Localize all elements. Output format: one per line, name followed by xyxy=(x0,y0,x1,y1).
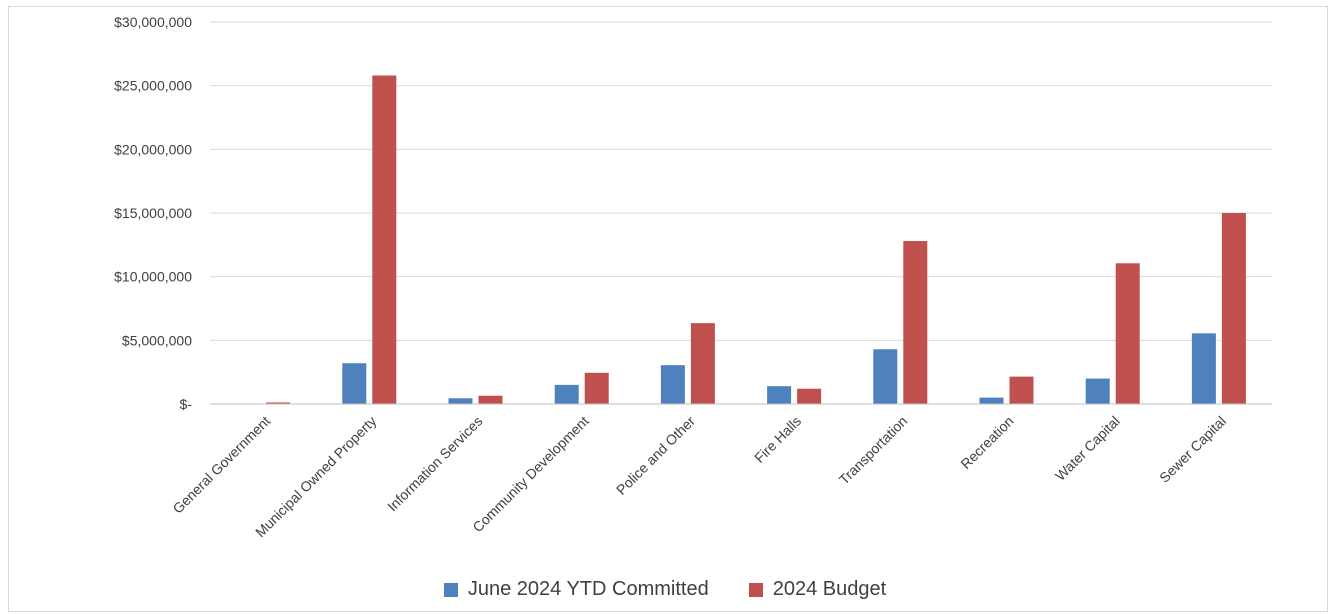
legend-label-budget: 2024 Budget xyxy=(772,578,887,600)
y-tick-label: $5,000,000 xyxy=(122,332,192,348)
bar-budget xyxy=(266,402,291,404)
bar-budget xyxy=(903,241,928,404)
x-tick-label: Municipal Owned Property xyxy=(252,413,379,540)
x-tick-label: Fire Halls xyxy=(751,413,804,466)
x-tick-label: Information Services xyxy=(384,413,486,515)
x-tick-label: Community Development xyxy=(469,413,592,536)
bar-budget xyxy=(372,75,397,404)
y-tick-label: $20,000,000 xyxy=(114,141,192,157)
legend-label-committed: June 2024 YTD Committed xyxy=(467,578,709,600)
legend-item-budget: 2024 Budget xyxy=(748,578,887,601)
gridlines xyxy=(210,21,1272,405)
bar-budget xyxy=(1115,263,1140,404)
y-tick-label: $15,000,000 xyxy=(114,205,192,221)
bar-committed xyxy=(448,398,473,404)
bar-budget xyxy=(797,388,822,404)
bar-budget xyxy=(1009,376,1034,404)
x-tick-label: General Government xyxy=(169,413,273,517)
legend: June 2024 YTD Committed 2024 Budget xyxy=(0,578,1330,601)
y-tick-label: $25,000,000 xyxy=(114,78,192,94)
bar-committed xyxy=(554,384,579,404)
bar-committed xyxy=(979,397,1004,404)
bar-budget xyxy=(478,395,503,404)
x-tick-label: Recreation xyxy=(957,413,1016,472)
x-tick-label: Water Capital xyxy=(1052,413,1123,484)
bar-committed xyxy=(1191,333,1216,404)
y-axis: $- $5,000,000 $10,000,000 $15,000,000 $20,00… xyxy=(114,14,192,412)
chart-frame xyxy=(8,6,1328,612)
bar-committed xyxy=(660,365,685,404)
bar-committed xyxy=(1085,378,1110,404)
x-tick-label: Police and Other xyxy=(613,413,698,498)
legend-item-committed: June 2024 YTD Committed xyxy=(443,578,709,601)
bars xyxy=(266,75,1246,404)
bar-budget xyxy=(584,372,609,404)
y-tick-label: $10,000,000 xyxy=(114,269,192,285)
x-tick-label: Transportation xyxy=(836,413,911,488)
bar-budget xyxy=(1221,213,1246,404)
legend-swatch-committed xyxy=(443,582,458,597)
x-tick-label: Sewer Capital xyxy=(1156,413,1229,486)
legend-swatch-budget xyxy=(748,582,763,597)
bar-committed xyxy=(873,349,898,404)
bar-committed xyxy=(767,386,792,404)
bar-committed xyxy=(342,363,367,404)
y-tick-label: $- xyxy=(180,396,193,412)
y-tick-label: $30,000,000 xyxy=(114,14,192,30)
bar-budget xyxy=(690,323,715,404)
